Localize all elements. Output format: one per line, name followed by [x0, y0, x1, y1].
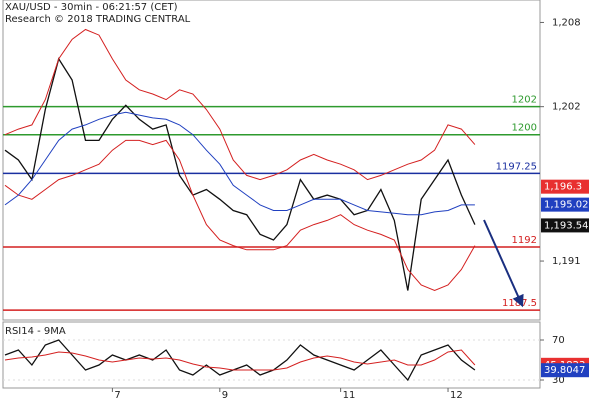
series-line	[4, 139, 476, 292]
y-tick-label: 70	[552, 335, 565, 346]
series-line	[4, 57, 476, 291]
chart-subtitle: Research © 2018 TRADING CENTRAL	[5, 14, 191, 25]
y-tick-label: 1,191	[552, 256, 581, 267]
price-box-label: 1,193.54	[544, 220, 589, 231]
level-label: 1197.25	[496, 161, 537, 172]
rsi-panel	[2, 321, 541, 389]
rsi-box-label: 39.8047	[544, 365, 585, 376]
forecast-arrow	[483, 219, 524, 308]
series-line	[4, 339, 476, 382]
level-label: 1200	[512, 123, 537, 134]
series-line	[4, 28, 476, 181]
x-tick-label: 12	[450, 390, 463, 400]
rsi-title: RSI14 - 9MA	[5, 326, 66, 337]
price-box-label: 1,196.3	[544, 182, 582, 193]
y-tick-label: 30	[552, 375, 565, 386]
price-box-label: 1,195.02	[544, 200, 589, 211]
series-line	[4, 349, 476, 371]
price-box	[541, 218, 589, 233]
plot-layer: 1,1911,2021,208120212001197.2511921187.5…	[3, 17, 589, 400]
y-tick-label: 1,202	[552, 102, 581, 113]
level-label: 1192	[512, 235, 537, 246]
price-box	[541, 197, 589, 212]
chart-title: XAU/USD - 30min - 06:21:57 (CET)	[5, 2, 178, 13]
rsi-box	[541, 363, 589, 378]
price-box	[541, 179, 589, 194]
y-tick-label: 1,208	[552, 17, 581, 28]
level-label: 1202	[512, 95, 537, 106]
x-tick-label: 9	[222, 390, 228, 400]
series-line	[4, 111, 475, 216]
x-tick-label: 11	[343, 390, 356, 400]
x-tick-label: 7	[114, 390, 120, 400]
price-panel	[2, 0, 541, 321]
